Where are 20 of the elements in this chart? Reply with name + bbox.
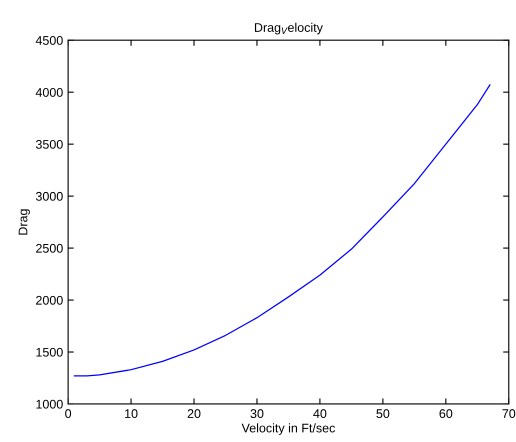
x-tick-label: 0 (65, 409, 72, 418)
x-tick-label: 40 (313, 409, 326, 418)
y-tick-label: 3000 (36, 192, 63, 201)
y-tick-label: 1500 (36, 348, 63, 357)
x-tick-label: 70 (502, 409, 516, 418)
y-tick-label: 2500 (36, 244, 63, 253)
y-tick-label: 4500 (36, 36, 63, 45)
y-axis-title: Drag (18, 209, 30, 235)
x-tick-label: 60 (440, 409, 452, 418)
chart-title: Drag$_{V}$elocity (254, 22, 323, 34)
x-tick-label: 50 (376, 409, 390, 418)
y-tick-label: 4000 (36, 88, 63, 97)
x-tick-label: 20 (188, 409, 200, 418)
y-tick-label: 3500 (36, 140, 63, 149)
x-tick-label: 30 (250, 409, 264, 418)
y-tick-label: 2000 (36, 296, 63, 305)
line-series (74, 84, 491, 377)
x-tick-label: 10 (125, 409, 138, 418)
x-axis-title: Velocity in Ft/sec (242, 423, 336, 435)
y-tick-label: 1000 (36, 400, 63, 409)
